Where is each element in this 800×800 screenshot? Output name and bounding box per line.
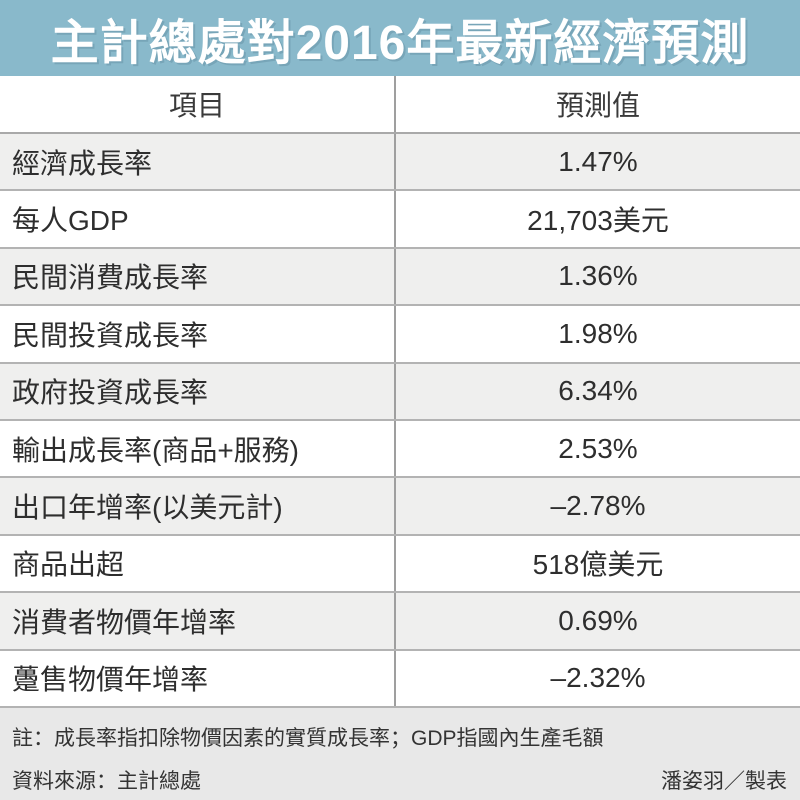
- footnote: 註：成長率指扣除物價因素的實質成長率；GDP指國內生產毛額: [12, 726, 604, 750]
- footer: 註：成長率指扣除物價因素的實質成長率；GDP指國內生產毛額 資料來源：主計總處 …: [0, 707, 800, 800]
- credit-text: 潘姿羽／製表: [661, 769, 787, 793]
- forecast-table: 項目 預測值 經濟成長率 1.47% 每人GDP 21,703美元 民間消費成長…: [0, 76, 800, 708]
- source-text: 資料來源：主計總處: [12, 769, 201, 793]
- row-item: 政府投資成長率: [0, 363, 396, 419]
- row-item: 每人GDP: [0, 191, 396, 247]
- title-band: 主計總處對2016年最新經濟預測: [0, 0, 800, 76]
- table-row: 輸出成長率(商品+服務) 2.53%: [0, 420, 800, 479]
- table-body: 經濟成長率 1.47% 每人GDP 21,703美元 民間消費成長率 1.36%…: [0, 134, 800, 708]
- row-item: 消費者物價年增率: [0, 593, 396, 649]
- table-row: 經濟成長率 1.47%: [0, 134, 800, 192]
- row-item: 民間投資成長率: [0, 306, 396, 362]
- row-value: 21,703美元: [527, 205, 669, 237]
- row-value: 1.47%: [558, 145, 638, 177]
- row-item: 躉售物價年增率: [0, 650, 396, 706]
- table-row: 民間消費成長率 1.36%: [0, 248, 800, 307]
- table-header-row: 項目 預測值: [0, 76, 800, 134]
- row-item: 商品出超: [0, 535, 396, 592]
- column-header-value: 預測值: [555, 90, 640, 121]
- row-value: –2.78%: [550, 490, 646, 522]
- row-value: 2.53%: [558, 432, 638, 464]
- page-title: 主計總處對2016年最新經濟預測: [50, 17, 750, 70]
- row-value: 1.36%: [558, 260, 638, 292]
- row-value: 1.98%: [558, 317, 638, 349]
- row-item: 出口年增率(以美元計): [0, 478, 396, 534]
- row-item: 輸出成長率(商品+服務): [0, 420, 396, 477]
- row-value: –2.32%: [550, 662, 646, 694]
- row-item: 經濟成長率: [0, 134, 396, 190]
- row-value: 0.69%: [558, 604, 638, 636]
- column-header-item: 項目: [0, 76, 396, 132]
- table-row: 每人GDP 21,703美元: [0, 191, 800, 249]
- row-item: 民間消費成長率: [0, 248, 396, 305]
- table-row: 出口年增率(以美元計) –2.78%: [0, 478, 800, 536]
- row-value: 6.34%: [558, 375, 638, 407]
- table-row: 政府投資成長率 6.34%: [0, 363, 800, 421]
- table-row: 民間投資成長率 1.98%: [0, 306, 800, 364]
- row-value: 518億美元: [532, 549, 664, 581]
- table-row: 消費者物價年增率 0.69%: [0, 593, 800, 651]
- table-row: 躉售物價年增率 –2.32%: [0, 650, 800, 708]
- table-row: 商品出超 518億美元: [0, 535, 800, 594]
- source-line: 資料來源：主計總處 潘姿羽／製表: [12, 765, 787, 795]
